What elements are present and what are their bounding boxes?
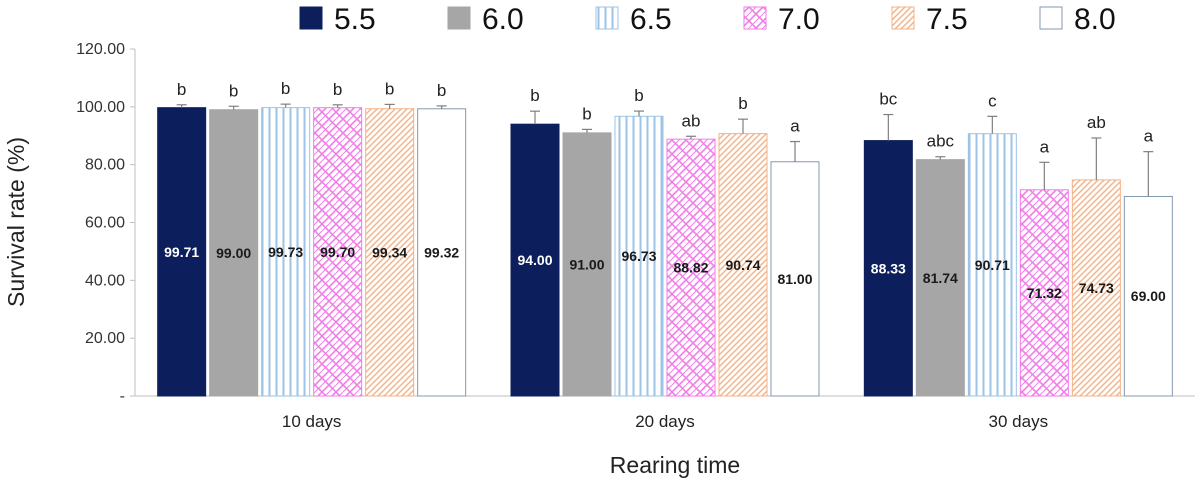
legend: 5.5 6.0 6.5 7.0 7.5 8.0: [299, 3, 1116, 36]
data-label: 99.34: [372, 244, 407, 260]
bar: [614, 115, 664, 397]
y-tick-label: 20.00: [85, 330, 125, 347]
bar: [261, 107, 311, 397]
bar: [666, 138, 716, 397]
significance-letter: b: [738, 94, 747, 113]
bar: [863, 140, 913, 397]
y-tick-label: 100.00: [76, 99, 125, 116]
data-label: 88.82: [673, 260, 708, 276]
data-label: 90.74: [725, 257, 760, 273]
data-label: 99.71: [164, 244, 199, 260]
data-label: 71.32: [1027, 285, 1062, 301]
data-label: 99.32: [424, 244, 459, 260]
legend-swatch: [1039, 6, 1063, 30]
bar: [770, 161, 820, 397]
legend-swatch: [891, 6, 915, 30]
significance-letter: b: [582, 104, 591, 123]
significance-letter: ab: [1087, 113, 1106, 132]
y-tick-label: 60.00: [85, 215, 125, 232]
significance-letter: b: [229, 81, 238, 100]
y-tick-label: -: [120, 388, 125, 405]
data-label: 90.71: [975, 257, 1010, 273]
bar: [1123, 195, 1173, 397]
bar: [967, 133, 1017, 397]
bar: [313, 107, 363, 397]
significance-letter: bc: [879, 90, 897, 109]
significance-letter: abc: [927, 132, 955, 151]
significance-letter: c: [988, 91, 997, 110]
data-label: 81.74: [923, 270, 958, 286]
axes: - 20.00 40.00 60.00 80.00 100.00 120.00: [76, 41, 1195, 405]
legend-label: 6.0: [482, 3, 524, 36]
bar: [718, 133, 768, 397]
legend-label: 5.5: [334, 3, 376, 36]
bar: [209, 109, 259, 397]
bar: [1019, 189, 1069, 397]
data-label: 74.73: [1079, 280, 1114, 296]
significance-letter: a: [1144, 127, 1154, 146]
significance-letter: ab: [682, 111, 701, 130]
data-label: 81.00: [777, 271, 812, 287]
legend-swatch: [299, 6, 323, 30]
bar: [510, 123, 560, 397]
legend-label: 7.5: [926, 3, 968, 36]
bar: [915, 159, 965, 397]
significance-letter: b: [385, 79, 394, 98]
x-category-label: 10 days: [282, 412, 342, 431]
data-label: 99.00: [216, 245, 251, 261]
data-label: 96.73: [621, 248, 656, 264]
legend-label: 6.5: [630, 3, 672, 36]
bars: 10 days b 99.71 b 99.00 b 99.73 b 99.70 b 99.34 b 99…: [157, 79, 1173, 431]
significance-letter: b: [530, 86, 539, 105]
significance-letter: a: [1040, 137, 1050, 156]
significance-letter: b: [333, 80, 342, 99]
data-label: 88.33: [871, 260, 906, 276]
data-label: 99.73: [268, 244, 303, 260]
significance-letter: a: [790, 117, 800, 136]
legend-swatch: [743, 6, 767, 30]
bar: [417, 108, 467, 397]
legend-label: 7.0: [778, 3, 820, 36]
data-label: 99.70: [320, 244, 355, 260]
bar: [157, 107, 207, 397]
bar: [1071, 179, 1121, 397]
x-category-label: 30 days: [989, 412, 1049, 431]
bar: [365, 108, 415, 397]
data-label: 69.00: [1131, 288, 1166, 304]
significance-letter: b: [634, 86, 643, 105]
legend-swatch: [595, 6, 619, 30]
significance-letter: b: [177, 80, 186, 99]
x-category-label: 20 days: [635, 412, 695, 431]
significance-letter: b: [281, 79, 290, 98]
legend-swatch: [447, 6, 471, 30]
y-tick-label: 120.00: [76, 41, 125, 58]
y-axis-title: Survival rate (%): [3, 137, 29, 307]
y-tick-label: 40.00: [85, 272, 125, 289]
bar: [562, 132, 612, 397]
legend-label: 8.0: [1074, 3, 1116, 36]
y-tick-label: 80.00: [85, 157, 125, 174]
x-axis-title: Rearing time: [610, 452, 740, 478]
data-label: 94.00: [517, 252, 552, 268]
significance-letter: b: [437, 81, 446, 100]
data-label: 91.00: [569, 256, 604, 272]
